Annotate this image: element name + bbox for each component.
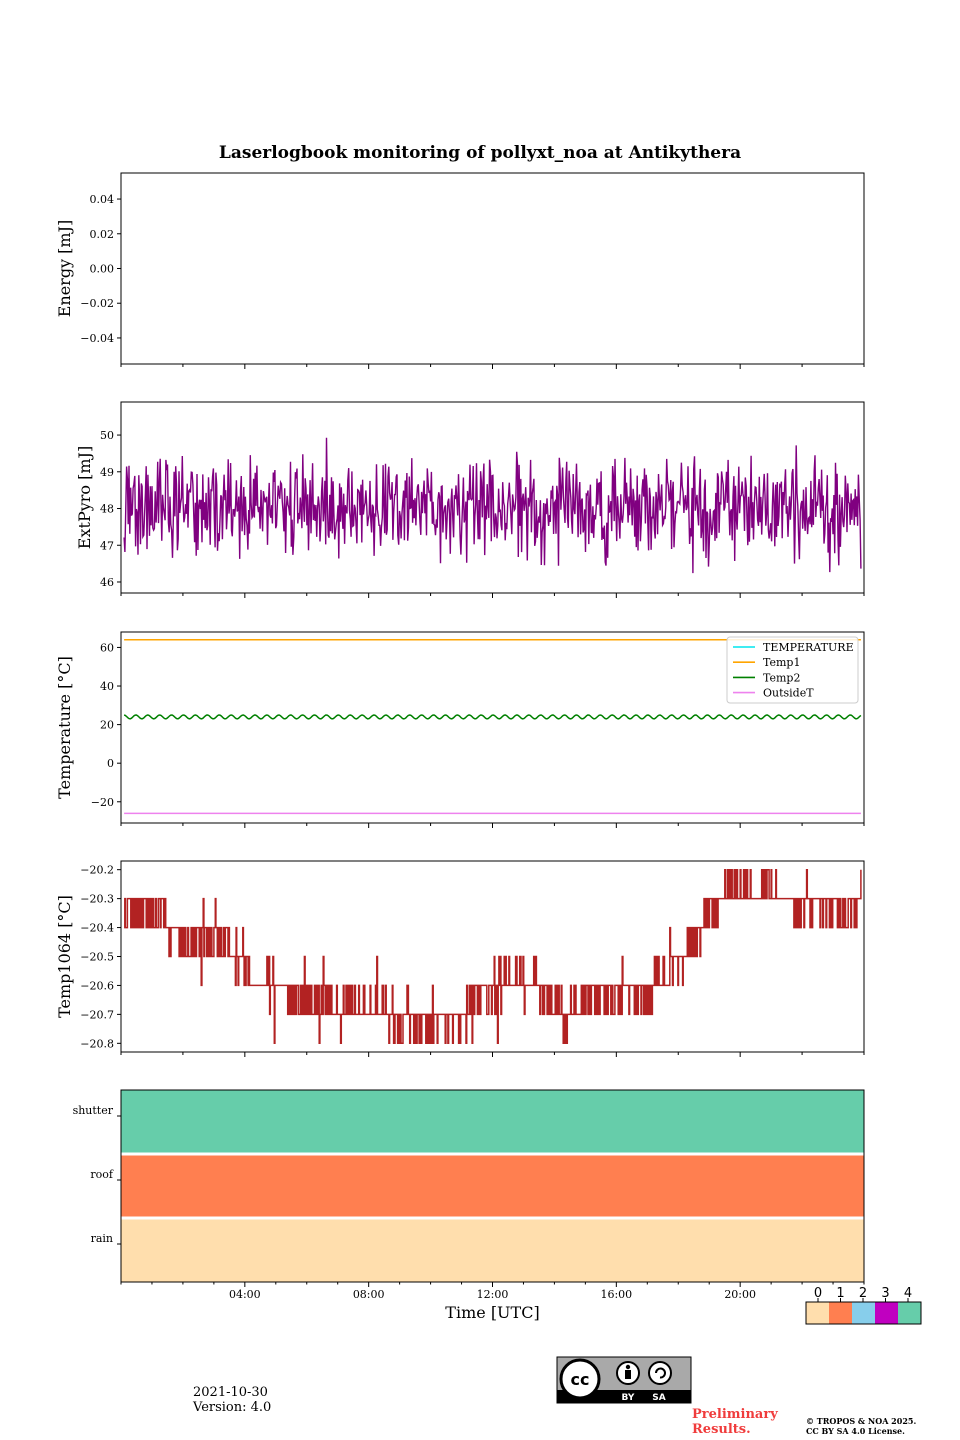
panel-2-ytick-label: 0: [107, 757, 114, 770]
status-row-label-roof: roof: [90, 1168, 114, 1181]
time-xlabel: Time [UTC]: [445, 1303, 539, 1322]
legend-label-temp2: Temp2: [763, 671, 800, 684]
panel-1-ytick-label: 49: [100, 466, 114, 479]
preliminary-line-1: Preliminary: [692, 1407, 778, 1422]
chart-panels: 0.04 0.02 0.00 −0.02 −0.04 Energy [mJ] 46 47 48 4…: [55, 172, 865, 1322]
status-row-shutter: [121, 1090, 864, 1154]
colorbar-label-4: 4: [904, 1286, 912, 1301]
panel-1-ytick-label: 50: [100, 429, 114, 442]
colorbar-cell-0: [806, 1302, 829, 1324]
time-xtick-label: 08:00: [353, 1288, 385, 1301]
legend-label-outsidet: OutsideT: [763, 687, 814, 700]
legend-label-temperature: TEMPERATURE: [763, 641, 854, 654]
series-line-temp2: [123, 714, 862, 720]
status-row-rain: [121, 1218, 864, 1282]
svg-text:cc: cc: [571, 1370, 590, 1389]
license-badge: cc BY SA: [556, 1356, 692, 1404]
panel-0-ytick-label: −0.04: [80, 332, 114, 345]
by-icon: [616, 1361, 640, 1385]
panel-0-ytick-label: 0.04: [90, 193, 115, 206]
panel-3-ylabel: Temp1064 [°C]: [55, 895, 74, 1018]
panel-0-frame: [120, 172, 865, 365]
sa-icon: [648, 1361, 672, 1385]
cc-icon: cc: [559, 1358, 601, 1400]
colorbar-label-2: 2: [859, 1286, 867, 1301]
panel-3-ytick-label: −20.8: [80, 1037, 114, 1050]
panel-2-ytick-label: 20: [100, 719, 114, 732]
panel-1-ytick-label: 47: [100, 539, 114, 552]
panel-3-ytick-label: −20.2: [80, 864, 114, 877]
panel-0-ytick-label: −0.02: [80, 297, 114, 310]
license-label-sa: SA: [652, 1393, 665, 1403]
version-label: Version: 4.0: [192, 1400, 271, 1415]
time-xtick-label: 04:00: [229, 1288, 261, 1301]
colorbar-cell-4: [898, 1302, 921, 1324]
panel-0-ytick-label: 0.00: [90, 263, 115, 276]
panel-1-ylabel: ExtPyro [mJ]: [75, 446, 94, 549]
figure-title: Laserlogbook monitoring of pollyxt_noa a…: [219, 143, 741, 163]
colorbar-cell-3: [875, 1302, 898, 1324]
colorbar-label-0: 0: [814, 1286, 822, 1301]
panel-2-ytick-label: 40: [100, 680, 114, 693]
temperature-legend: TEMPERATURE Temp1 Temp2 OutsideT: [726, 636, 859, 704]
panel-1-ytick-label: 46: [100, 576, 114, 589]
colorbar-cell-2: [852, 1302, 875, 1324]
extpyro-series-line: [123, 437, 862, 574]
panel-2-ytick-label: −20: [91, 796, 114, 809]
time-xtick-label: 20:00: [724, 1288, 756, 1301]
colorbar-label-1: 1: [836, 1286, 844, 1301]
preliminary-line-2: Results.: [692, 1422, 751, 1437]
panel-0-ytick-label: 0.02: [90, 228, 115, 241]
time-xtick-label: 12:00: [477, 1288, 509, 1301]
legend-label-temp1: Temp1: [763, 656, 800, 669]
panel-0-ylabel: Energy [mJ]: [55, 220, 74, 318]
panel-3-ytick-label: −20.6: [80, 979, 114, 992]
colorbar-cell-1: [829, 1302, 852, 1324]
status-row-roof: [121, 1154, 864, 1218]
status-row-label-rain: rain: [91, 1232, 113, 1245]
panel-1-ytick-label: 48: [100, 503, 114, 516]
panel-3-ytick-label: −20.4: [80, 922, 114, 935]
license-label-by: BY: [622, 1393, 635, 1403]
legend-frame: [726, 636, 859, 704]
panel-3-ytick-label: −20.3: [80, 893, 114, 906]
copyright-line-1: © TROPOS & NOA 2025.: [806, 1416, 916, 1426]
colorbar-label-3: 3: [881, 1286, 889, 1301]
temp1064-series-line: [124, 868, 862, 1045]
time-xtick-label: 16:00: [600, 1288, 632, 1301]
panel-3-ytick-label: −20.7: [80, 1008, 114, 1021]
date-label: 2021-10-30: [193, 1385, 268, 1400]
panel-2-ylabel: Temperature [°C]: [55, 656, 74, 799]
status-row-label-shutter: shutter: [73, 1104, 114, 1117]
panel-2-ytick-label: 60: [100, 641, 114, 654]
panel-3-ytick-label: −20.5: [80, 951, 114, 964]
copyright-line-2: CC BY SA 4.0 License.: [806, 1426, 905, 1436]
